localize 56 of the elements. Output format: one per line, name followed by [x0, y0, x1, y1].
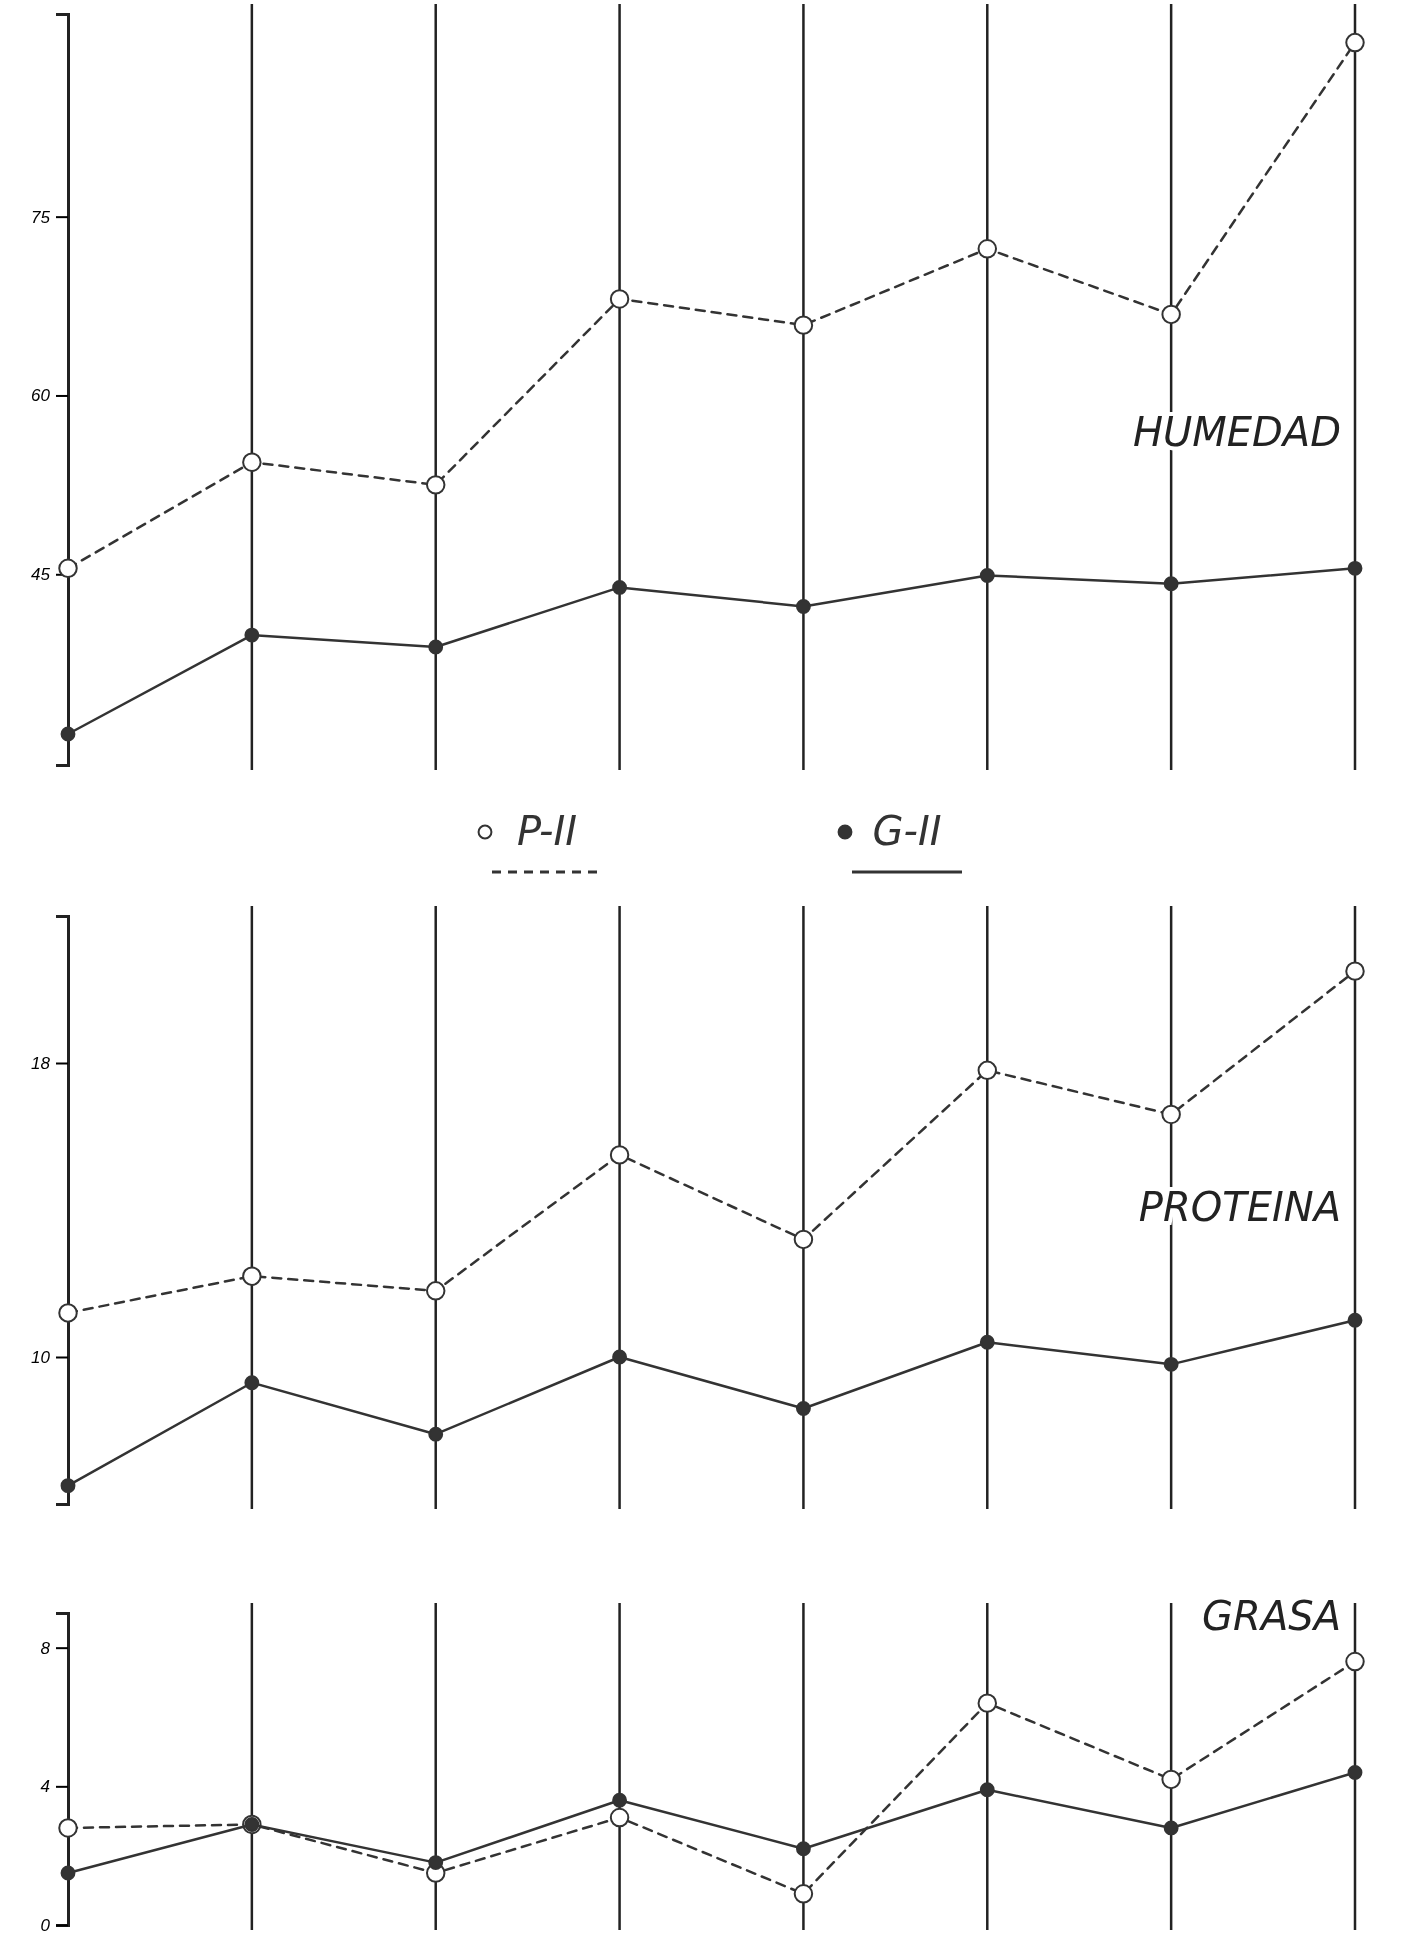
point: [1345, 1651, 1365, 1672]
y-tick-label: 0: [40, 1915, 51, 1935]
point: [1345, 961, 1365, 981]
y-tick-label: 18: [31, 1053, 51, 1073]
point: [979, 1782, 995, 1798]
point: [1163, 576, 1179, 592]
point: [793, 1884, 814, 1904]
point: [428, 1855, 444, 1871]
y-tick-label: 45: [31, 565, 51, 585]
point: [58, 1303, 78, 1323]
point: [60, 726, 76, 742]
point: [609, 1145, 630, 1165]
point: [425, 475, 446, 495]
y-tick-label: 10: [31, 1347, 51, 1367]
chart-title: GRASA: [1202, 1593, 1341, 1640]
point: [609, 1807, 630, 1828]
legend-label: P-II: [517, 808, 577, 854]
point: [979, 568, 995, 583]
point: [244, 1375, 260, 1391]
point: [244, 627, 260, 643]
legend-label: G-II: [872, 808, 942, 854]
point: [977, 1693, 998, 1713]
y-tick-label: 75: [31, 207, 51, 227]
point: [428, 639, 444, 655]
point: [58, 1818, 78, 1838]
point: [1347, 560, 1363, 576]
point: [60, 1865, 76, 1881]
point: [242, 1266, 262, 1286]
point: [60, 1478, 76, 1494]
point: [979, 1334, 995, 1350]
point: [1347, 1312, 1363, 1328]
point: [58, 558, 78, 579]
point: [977, 239, 998, 259]
point: [428, 1426, 444, 1442]
point: [612, 1792, 627, 1808]
point: [1347, 1765, 1363, 1780]
point: [977, 1060, 998, 1081]
point: [796, 599, 811, 614]
point: [1163, 1820, 1179, 1836]
point: [1163, 1356, 1179, 1372]
point: [612, 1349, 627, 1365]
point: [242, 452, 262, 472]
y-tick-label: 60: [31, 386, 51, 406]
point: [793, 315, 814, 335]
point: [796, 1401, 811, 1416]
point: [1345, 32, 1365, 53]
point: [796, 1841, 811, 1857]
point: [609, 289, 630, 309]
y-tick-label: 4: [40, 1777, 50, 1797]
point: [1161, 1104, 1181, 1125]
point: [793, 1229, 814, 1250]
point: [1161, 304, 1181, 325]
point: [612, 579, 627, 595]
point: [1161, 1769, 1181, 1790]
point: [425, 1281, 446, 1301]
y-tick-label: 8: [40, 1638, 51, 1658]
